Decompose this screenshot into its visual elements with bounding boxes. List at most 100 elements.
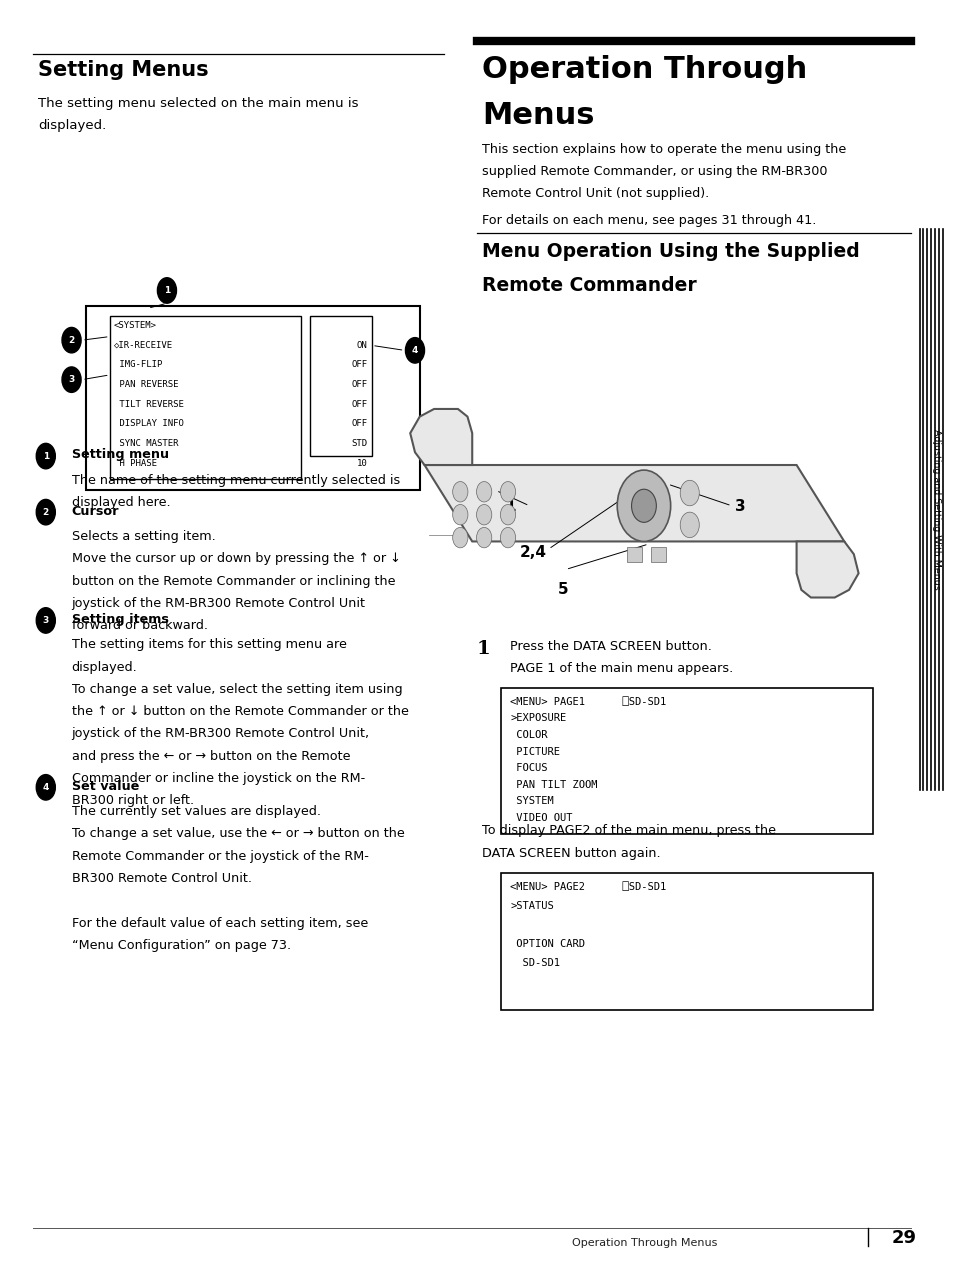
Circle shape — [453, 505, 468, 525]
Circle shape — [453, 482, 468, 502]
Circle shape — [679, 480, 699, 506]
Text: Menu Operation Using the Supplied: Menu Operation Using the Supplied — [481, 242, 859, 261]
Text: Remote Commander or the joystick of the RM-: Remote Commander or the joystick of the … — [71, 850, 368, 862]
Text: ◇IR-RECEIVE: ◇IR-RECEIVE — [113, 340, 172, 349]
Text: >EXPOSURE: >EXPOSURE — [510, 713, 566, 724]
Text: supplied Remote Commander, or using the RM-BR300: supplied Remote Commander, or using the … — [481, 164, 826, 178]
Text: <MENU> PAGE2      ⎕SD-SD1: <MENU> PAGE2 ⎕SD-SD1 — [510, 882, 666, 892]
Text: Menus: Menus — [481, 101, 594, 130]
Bar — [86, 306, 419, 490]
Text: Operation Through Menus: Operation Through Menus — [572, 1238, 717, 1249]
Text: Setting items: Setting items — [71, 613, 169, 626]
Text: The setting items for this setting menu are: The setting items for this setting menu … — [71, 638, 346, 651]
Text: To change a set value, use the ← or → button on the: To change a set value, use the ← or → bu… — [71, 828, 404, 841]
Text: H PHASE: H PHASE — [113, 459, 156, 468]
Text: PAN REVERSE: PAN REVERSE — [113, 380, 178, 389]
Text: 10: 10 — [356, 459, 367, 468]
Circle shape — [453, 527, 468, 548]
Text: The currently set values are displayed.: The currently set values are displayed. — [71, 805, 320, 818]
Circle shape — [476, 482, 492, 502]
Text: 29: 29 — [891, 1229, 916, 1247]
Text: Cursor: Cursor — [71, 505, 119, 517]
Text: “Menu Configuration” on page 73.: “Menu Configuration” on page 73. — [71, 939, 291, 952]
Text: Set value: Set value — [71, 780, 139, 792]
Bar — [500, 688, 872, 834]
Text: OFF: OFF — [351, 400, 367, 409]
Circle shape — [679, 512, 699, 538]
Text: To change a set value, select the setting item using: To change a set value, select the settin… — [71, 683, 402, 696]
Circle shape — [476, 527, 492, 548]
Polygon shape — [796, 541, 858, 598]
Text: OFF: OFF — [351, 419, 367, 428]
Text: button on the Remote Commander or inclining the: button on the Remote Commander or inclin… — [71, 575, 395, 587]
Text: Move the cursor up or down by pressing the ↑ or ↓: Move the cursor up or down by pressing t… — [71, 553, 400, 566]
Text: DISPLAY INFO: DISPLAY INFO — [113, 419, 183, 428]
Text: and press the ← or → button on the Remote: and press the ← or → button on the Remot… — [71, 749, 350, 763]
Text: To display PAGE2 of the main menu, press the: To display PAGE2 of the main menu, press… — [481, 824, 775, 837]
Text: 2: 2 — [69, 335, 74, 345]
Bar — [110, 316, 300, 479]
Text: displayed.: displayed. — [38, 118, 107, 132]
Text: FOCUS: FOCUS — [510, 763, 547, 773]
Text: Adjusting and Setting With Menus: Adjusting and Setting With Menus — [931, 429, 941, 590]
Circle shape — [476, 505, 492, 525]
Circle shape — [62, 367, 81, 392]
Text: COLOR: COLOR — [510, 730, 547, 740]
Text: Selects a setting item.: Selects a setting item. — [71, 530, 215, 543]
Text: This section explains how to operate the menu using the: This section explains how to operate the… — [481, 143, 845, 155]
Text: ON: ON — [356, 340, 367, 349]
Text: displayed here.: displayed here. — [71, 496, 170, 510]
Text: displayed.: displayed. — [71, 660, 137, 674]
Circle shape — [499, 482, 515, 502]
Text: BR300 Remote Control Unit.: BR300 Remote Control Unit. — [71, 871, 252, 885]
Text: Press the DATA SCREEN button.: Press the DATA SCREEN button. — [510, 640, 712, 652]
Bar — [310, 316, 372, 456]
Text: 1: 1 — [505, 499, 516, 515]
Polygon shape — [410, 409, 472, 465]
Text: 1: 1 — [164, 285, 170, 296]
Text: The name of the setting menu currently selected is: The name of the setting menu currently s… — [71, 474, 399, 487]
Text: DATA SCREEN button again.: DATA SCREEN button again. — [481, 847, 659, 860]
Bar — [650, 547, 665, 562]
Text: forward or backward.: forward or backward. — [71, 619, 208, 632]
Bar — [626, 547, 641, 562]
Text: PICTURE: PICTURE — [510, 747, 559, 757]
Circle shape — [36, 443, 55, 469]
Bar — [500, 873, 872, 1010]
Text: The setting menu selected on the main menu is: The setting menu selected on the main me… — [38, 97, 358, 110]
Circle shape — [617, 470, 670, 541]
Text: OPTION CARD: OPTION CARD — [510, 939, 585, 949]
Text: <MENU> PAGE1      ⎕SD-SD1: <MENU> PAGE1 ⎕SD-SD1 — [510, 697, 666, 707]
Circle shape — [36, 775, 55, 800]
Text: >STATUS: >STATUS — [510, 901, 554, 911]
Text: 2: 2 — [43, 507, 49, 517]
Text: joystick of the RM-BR300 Remote Control Unit: joystick of the RM-BR300 Remote Control … — [71, 596, 365, 610]
Text: For details on each menu, see pages 31 through 41.: For details on each menu, see pages 31 t… — [481, 214, 815, 227]
Text: Setting menu: Setting menu — [71, 448, 169, 461]
Circle shape — [36, 608, 55, 633]
Text: Operation Through: Operation Through — [481, 55, 806, 84]
Text: 3: 3 — [43, 615, 49, 626]
Circle shape — [499, 527, 515, 548]
Text: 5: 5 — [558, 582, 568, 598]
Text: SD-SD1: SD-SD1 — [510, 958, 559, 968]
Text: SYSTEM: SYSTEM — [510, 796, 554, 806]
Circle shape — [631, 489, 656, 522]
Text: 1: 1 — [476, 640, 490, 657]
Text: <SYSTEM>: <SYSTEM> — [113, 321, 156, 330]
Text: 4: 4 — [412, 345, 417, 355]
Text: Remote Commander: Remote Commander — [481, 276, 696, 296]
Text: joystick of the RM-BR300 Remote Control Unit,: joystick of the RM-BR300 Remote Control … — [71, 727, 370, 740]
Text: STD: STD — [351, 440, 367, 448]
Text: OFF: OFF — [351, 361, 367, 369]
Polygon shape — [424, 465, 843, 541]
Text: the ↑ or ↓ button on the Remote Commander or the: the ↑ or ↓ button on the Remote Commande… — [71, 706, 408, 719]
Circle shape — [157, 278, 176, 303]
Text: OFF: OFF — [351, 380, 367, 389]
Text: IMG-FLIP: IMG-FLIP — [113, 361, 162, 369]
Text: PAN TILT ZOOM: PAN TILT ZOOM — [510, 780, 598, 790]
Text: Setting Menus: Setting Menus — [38, 60, 209, 80]
Text: 2,4: 2,4 — [519, 545, 546, 561]
Text: 3: 3 — [734, 499, 744, 515]
Text: For the default value of each setting item, see: For the default value of each setting it… — [71, 917, 368, 930]
